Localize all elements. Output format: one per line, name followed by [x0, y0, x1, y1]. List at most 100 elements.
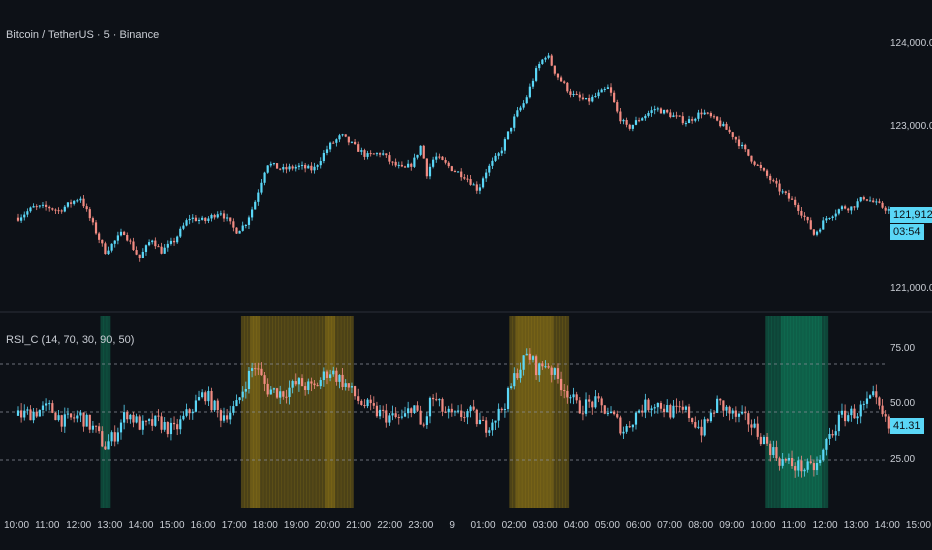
- rsi-candle-body: [556, 368, 560, 379]
- candle-body: [672, 115, 675, 118]
- rsi-candle-body: [460, 410, 463, 418]
- rsi-candle-body: [353, 386, 357, 397]
- rsi-candle-body: [82, 412, 85, 427]
- rsi-candle-body: [794, 466, 797, 471]
- rsi-candle-body: [422, 424, 425, 426]
- candle-body: [790, 198, 794, 200]
- rsi-candle-body: [485, 420, 488, 433]
- candle-body: [197, 219, 201, 222]
- x-tick-label: 21:00: [346, 520, 372, 531]
- overbought-band: [309, 316, 314, 508]
- rsi-candle-body: [26, 409, 29, 411]
- rsi-candle-body: [197, 397, 201, 401]
- rsi-candle-body: [235, 400, 238, 407]
- candle-body: [772, 180, 775, 182]
- rsi-candle-body: [185, 409, 188, 416]
- candle-body: [213, 214, 216, 218]
- candle-body: [369, 153, 372, 155]
- rsi-candle-body: [35, 411, 38, 417]
- candle-body: [616, 102, 619, 112]
- candle-body: [759, 164, 762, 169]
- candle-body: [753, 161, 756, 165]
- rsi-candle-body: [232, 406, 235, 413]
- rsi-candle-body: [862, 403, 865, 405]
- rsi-candle-body: [238, 397, 241, 401]
- candle-body: [135, 250, 138, 255]
- candle-body: [525, 97, 528, 104]
- rsi-candle-body: [20, 410, 23, 418]
- rsi-candle-body: [672, 405, 675, 418]
- candle-body: [291, 166, 294, 169]
- overbought-band: [343, 316, 348, 508]
- rsi-candle-body: [226, 415, 229, 420]
- rsi-candle-body: [32, 411, 35, 421]
- overbought-band: [549, 316, 554, 508]
- rsi-candle-body: [784, 459, 787, 461]
- rsi-candle-body: [335, 370, 338, 382]
- candle-body: [741, 144, 744, 147]
- rsi-candle-body: [747, 413, 750, 425]
- rsi-candle-body: [213, 400, 216, 411]
- x-tick-label: 01:00: [470, 520, 496, 531]
- rsi-candle-body: [887, 416, 890, 429]
- candle-body: [481, 178, 485, 188]
- candle-body: [747, 149, 750, 156]
- candle-body: [347, 136, 350, 143]
- rsi-candle-body: [16, 410, 20, 416]
- rsi-candle-body: [450, 408, 453, 413]
- rsi-candle-body: [703, 419, 706, 436]
- candle-body: [391, 161, 394, 163]
- candle-body: [687, 119, 691, 124]
- rsi-candle-body: [563, 390, 566, 392]
- overbought-band: [556, 316, 560, 508]
- candle-body: [378, 153, 382, 155]
- rsi-candle-body: [341, 374, 344, 387]
- rsi-candle-body: [204, 392, 207, 402]
- rsi-candle-body: [759, 436, 762, 445]
- candle-body: [700, 112, 703, 115]
- price-label-124000: 124,000.00: [890, 38, 932, 49]
- x-tick-label: 10:00: [750, 520, 776, 531]
- candle-body: [325, 149, 329, 153]
- rsi-candle-body: [29, 409, 32, 421]
- candle-body: [803, 215, 806, 217]
- rsi-candle-body: [475, 409, 478, 425]
- candle-body: [872, 200, 875, 203]
- overbought-band: [531, 316, 535, 508]
- rsi-candle-body: [172, 422, 176, 425]
- candle-body: [413, 157, 416, 167]
- candle-body: [659, 108, 663, 114]
- candle-body: [862, 197, 865, 200]
- candle-body: [366, 153, 369, 157]
- rsi-candle-body: [113, 432, 116, 442]
- rsi-candle-body: [456, 410, 460, 412]
- rsi-candle-body: [191, 411, 194, 414]
- candle-body: [725, 123, 728, 130]
- candle-body: [32, 206, 35, 208]
- candle-body: [506, 131, 510, 140]
- candle-body: [85, 206, 88, 210]
- candle-body: [756, 164, 759, 166]
- oversold-band: [805, 316, 810, 508]
- candle-body: [609, 87, 613, 93]
- rsi-candle-body: [378, 409, 382, 417]
- indicator-title: RSI_C (14, 70, 30, 90, 50): [6, 334, 135, 346]
- rsi-candle-body: [107, 441, 110, 450]
- rsi-candle-body: [101, 431, 104, 447]
- candle-body: [606, 87, 609, 89]
- rsi-candle-body: [803, 469, 806, 472]
- rsi-candle-body: [144, 420, 148, 422]
- candle-body: [304, 164, 307, 169]
- rsi-candle-body: [694, 422, 697, 428]
- rsi-candle-body: [403, 413, 407, 417]
- candle-body: [91, 218, 95, 223]
- candle-body: [294, 166, 297, 169]
- candle-body: [247, 217, 251, 225]
- rsi-candle-body: [400, 416, 404, 418]
- candle-body: [416, 154, 419, 158]
- rsi-candle-body: [578, 400, 581, 414]
- candle-body: [819, 229, 822, 232]
- candle-body: [622, 119, 625, 122]
- rsi-candle-body: [385, 410, 388, 423]
- candle-body: [634, 120, 638, 125]
